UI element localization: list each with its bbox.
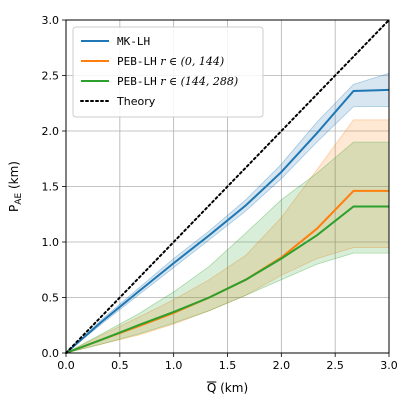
y-tick-label: 0.0 <box>42 347 60 360</box>
legend-entry: Theory <box>116 95 156 108</box>
y-tick-label: 2.5 <box>42 70 60 83</box>
legend-entry: PEB-LH r ∈ (0, 144) <box>117 55 224 68</box>
legend-entry-text: Theory <box>116 95 156 108</box>
x-tick-label: 1.5 <box>219 359 237 372</box>
y-axis-label-unit: (km) <box>7 161 21 193</box>
legend-entry-math: r ∈ (144, 288) <box>157 75 238 88</box>
series-line <box>65 88 390 354</box>
series-line <box>65 19 390 354</box>
x-tick-label: 1.0 <box>165 359 183 372</box>
series-lines <box>65 19 390 354</box>
axis-labels: Q (km) PAE (km) <box>7 161 248 395</box>
y-axis-label: PAE (km) <box>7 161 24 212</box>
legend-entry: PEB-LH r ∈ (144, 288) <box>117 75 238 88</box>
x-tick-label: 2.5 <box>326 359 344 372</box>
series-line <box>65 205 389 354</box>
x-tick-label: 2.0 <box>273 359 291 372</box>
ticks: 0.0 0.5 1.0 1.5 2.0 2.5 3.0 0.0 0.5 1.0 1.5 2.0 2.5 3… <box>42 14 398 372</box>
x-axis-label: Q (km) <box>207 381 248 395</box>
x-axis-label-main: Q <box>207 381 216 395</box>
y-tick-label: 2.0 <box>42 125 60 138</box>
legend-entry-math: r ∈ (0, 144) <box>157 55 224 68</box>
x-tick-label: 3.0 <box>380 359 398 372</box>
y-tick-label: 1.0 <box>42 236 60 249</box>
x-tick-label: 0.5 <box>111 359 129 372</box>
legend-entry: MK-LH <box>117 35 150 48</box>
y-tick-label: 1.5 <box>42 181 60 194</box>
legend-box <box>72 26 264 118</box>
y-axis-label-main: P <box>7 205 21 212</box>
y-tick-label: 0.5 <box>42 292 60 305</box>
legend-entry-code: MK-LH <box>117 35 150 48</box>
y-axis-label-sub: AE <box>14 193 24 205</box>
x-axis-label-unit: (km) <box>216 381 248 395</box>
legend-entry-code: PEB-LH <box>117 55 157 68</box>
legend-entry-code: PEB-LH <box>117 75 157 88</box>
y-tick-label: 3.0 <box>42 14 60 27</box>
x-tick-label: 0.0 <box>57 359 75 372</box>
